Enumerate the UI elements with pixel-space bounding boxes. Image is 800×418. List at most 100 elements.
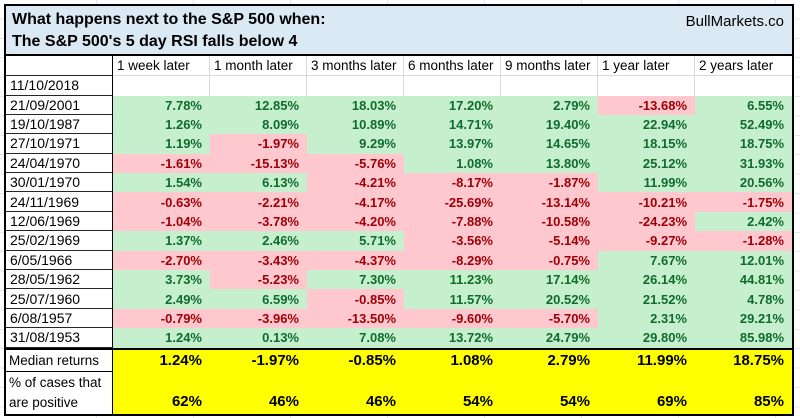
return-cell: -8.17% — [404, 173, 501, 193]
date-cell: 28/05/1962 — [6, 270, 113, 290]
return-cell: -3.43% — [210, 250, 307, 271]
return-cell: 1.54% — [113, 173, 210, 193]
date-cell: 19/10/1987 — [6, 114, 113, 135]
return-cell: 3.73% — [113, 270, 210, 290]
column-header: 9 months later — [501, 56, 598, 76]
table-row: 21/09/2001 7.78% 12.85% 18.03% 17.20% 2.79% -1… — [6, 95, 792, 115]
corner-cell — [6, 56, 113, 76]
return-cell: -9.60% — [404, 308, 501, 329]
return-cell: -4.21% — [307, 173, 404, 193]
date-cell: 6/05/1966 — [6, 250, 113, 271]
pct-positive-value-cell: 46% — [307, 371, 404, 414]
return-cell: -1.28% — [695, 231, 792, 251]
median-value-cell: 11.99% — [598, 349, 695, 372]
return-cell: 2.49% — [113, 289, 210, 309]
return-cell: -2.21% — [210, 192, 307, 212]
pct-positive-value-cell: 54% — [404, 371, 501, 414]
return-cell: 13.97% — [404, 134, 501, 154]
pct-label-line-2: are positive — [9, 394, 79, 410]
table-row: 31/08/1953 1.24% 0.13% 7.08% 13.72% 24.79% 29.… — [6, 328, 792, 348]
empty-cell — [404, 76, 501, 96]
column-header: 1 week later — [113, 56, 210, 76]
return-cell: 11.57% — [404, 289, 501, 309]
date-cell: 6/08/1957 — [6, 308, 113, 329]
return-cell: 1.24% — [113, 328, 210, 348]
column-header: 1 year later — [598, 56, 695, 76]
return-cell: -4.37% — [307, 250, 404, 271]
return-cell: 12.85% — [210, 95, 307, 115]
return-cell: 25.12% — [598, 153, 695, 174]
pct-positive-label: % of cases that are positive — [6, 371, 113, 414]
return-cell: -3.96% — [210, 308, 307, 329]
pct-label-line-1: % of cases that — [9, 374, 102, 390]
return-cell: -15.13% — [210, 153, 307, 174]
return-cell: 0.13% — [210, 328, 307, 348]
empty-cell — [113, 76, 210, 96]
empty-cell — [501, 76, 598, 96]
return-cell: 18.15% — [598, 134, 695, 154]
date-cell: 25/07/1960 — [6, 289, 113, 309]
empty-cell — [307, 76, 404, 96]
return-cell: 44.81% — [695, 270, 792, 290]
return-cell: -13.68% — [598, 95, 695, 115]
table-row: 25/07/1960 2.49% 6.59% -0.85% 11.57% 20.52% 21… — [6, 289, 792, 309]
return-cell: 1.37% — [113, 231, 210, 251]
return-cell: 7.78% — [113, 95, 210, 115]
date-cell: 21/09/2001 — [6, 95, 113, 115]
pct-positive-value-cell: 46% — [210, 371, 307, 414]
brand-text: BullMarkets.co — [685, 13, 784, 30]
pct-positive-value-cell: 69% — [598, 371, 695, 414]
return-cell: 2.46% — [210, 231, 307, 251]
return-cell: -0.63% — [113, 192, 210, 212]
table-row: 28/05/1962 3.73% -5.23% 7.30% 11.23% 17.14% 26… — [6, 270, 792, 290]
return-cell: 10.89% — [307, 114, 404, 135]
date-cell: 31/08/1953 — [6, 328, 113, 348]
date-cell: 12/06/1969 — [6, 211, 113, 232]
table-row: 19/10/1987 1.26% 8.09% 10.89% 14.71% 19.40% 22… — [6, 114, 792, 135]
return-cell: -25.69% — [404, 192, 501, 212]
date-cell: 24/04/1970 — [6, 153, 113, 174]
return-cell: 5.71% — [307, 231, 404, 251]
pct-positive-value-cell: 54% — [501, 371, 598, 414]
return-cell: -1.97% — [210, 134, 307, 154]
date-cell: 27/10/1971 — [6, 134, 113, 154]
table-row: 24/04/1970 -1.61% -15.13% -5.76% 1.08% 13.80%… — [6, 153, 792, 174]
return-cell: 14.71% — [404, 114, 501, 135]
return-cell: 26.14% — [598, 270, 695, 290]
return-cell: 29.21% — [695, 308, 792, 329]
return-cell: -5.14% — [501, 231, 598, 251]
date-cell: 25/02/1969 — [6, 231, 113, 251]
return-cell: 11.99% — [598, 173, 695, 193]
return-cell: -7.88% — [404, 211, 501, 232]
return-cell: 19.40% — [501, 114, 598, 135]
return-cell: 1.26% — [113, 114, 210, 135]
return-cell: -9.27% — [598, 231, 695, 251]
median-value-cell: -1.97% — [210, 349, 307, 372]
return-cell: -13.14% — [501, 192, 598, 212]
column-header: 3 months later — [307, 56, 404, 76]
table-row: 25/02/1969 1.37% 2.46% 5.71% -3.56% -5.14% -9.… — [6, 231, 792, 251]
median-value-cell: 1.08% — [404, 349, 501, 372]
return-cell: -1.61% — [113, 153, 210, 174]
title-panel: What happens next to the S&P 500 when: T… — [4, 4, 794, 56]
return-cell: 18.03% — [307, 95, 404, 115]
return-cell: 20.52% — [501, 289, 598, 309]
return-cell: 4.78% — [695, 289, 792, 309]
return-cell: 17.20% — [404, 95, 501, 115]
return-cell: 7.08% — [307, 328, 404, 348]
return-cell: -13.50% — [307, 308, 404, 329]
return-cell: 8.09% — [210, 114, 307, 135]
column-header: 1 month later — [210, 56, 307, 76]
return-cell: 18.75% — [695, 134, 792, 154]
table-row: 6/05/1966 -2.70% -3.43% -4.37% -8.29% -0.75% 7… — [6, 250, 792, 271]
return-cell: 13.72% — [404, 328, 501, 348]
return-cell: -3.78% — [210, 211, 307, 232]
median-label: Median returns — [6, 349, 113, 372]
median-value-cell: -0.85% — [307, 349, 404, 372]
column-header: 2 years later — [695, 56, 792, 76]
return-cell: -2.70% — [113, 250, 210, 271]
return-cell: 29.80% — [598, 328, 695, 348]
title-line-1: What happens next to the S&P 500 when: — [12, 11, 326, 28]
table-row: 30/01/1970 1.54% 6.13% -4.21% -8.17% -1.87% 11… — [6, 173, 792, 193]
empty-cell — [695, 76, 792, 96]
